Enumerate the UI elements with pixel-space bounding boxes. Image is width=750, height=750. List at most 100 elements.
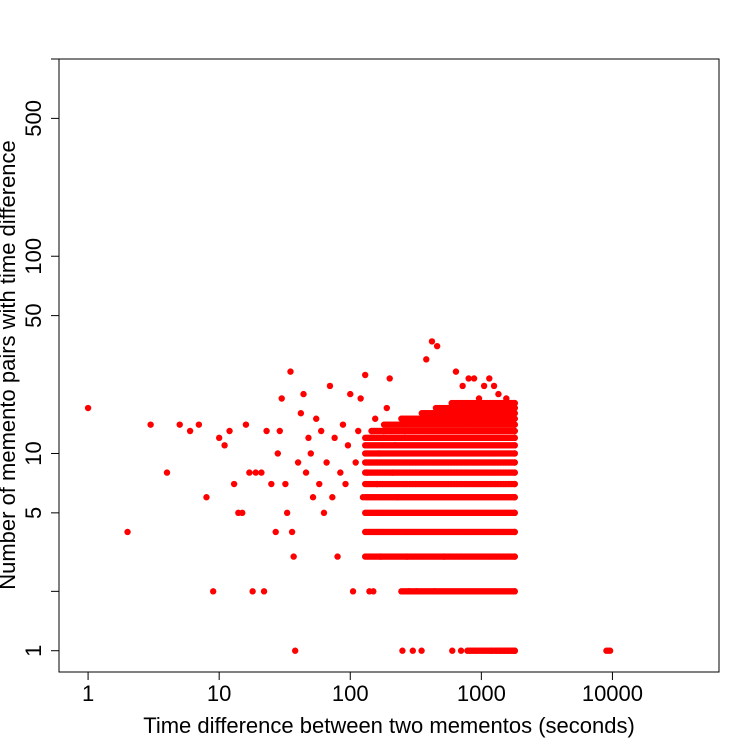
data-point [230,480,238,488]
data-point [252,469,259,476]
data-point [457,647,465,654]
y-axis-title: Number of memento pairs with time differ… [0,140,20,590]
data-point [124,528,131,536]
data-points [84,338,614,654]
data-point [195,421,203,428]
data-point [246,469,253,476]
data-point [347,390,354,398]
data-point [511,553,519,560]
data-point [344,442,352,449]
data-point [331,434,338,442]
data-point [399,647,406,654]
data-point [480,382,488,390]
data-point [449,647,456,654]
data-point [272,528,279,536]
data-point [511,404,519,412]
data-point [495,390,502,398]
data-point [511,450,519,457]
data-point [258,469,265,476]
data-point [316,480,323,488]
data-point [383,404,391,412]
data-point [372,415,379,422]
data-point [290,553,297,560]
data-point [263,427,270,435]
data-point [334,553,341,560]
data-point [329,494,336,501]
data-point [307,450,314,457]
data-point [317,427,325,435]
data-point [428,338,436,345]
y-tick-label: 100 [21,238,46,275]
data-point [302,469,310,476]
x-axis-title: Time difference between two mementos (se… [143,713,635,738]
data-point [357,395,364,402]
data-point [287,368,294,375]
data-point [511,442,519,449]
x-tick-label: 10 [207,681,231,706]
data-point [511,434,519,442]
data-point [423,356,430,363]
data-point [320,509,328,517]
data-point [297,410,305,417]
data-point [309,494,317,501]
data-point [490,382,498,390]
data-point [203,494,210,501]
data-point [409,647,417,654]
data-point [511,459,519,466]
data-point [511,480,519,488]
data-point [239,509,246,517]
data-point [452,368,460,375]
data-point [511,421,519,428]
data-point [260,588,268,595]
data-point [606,647,614,654]
data-point [274,450,281,457]
x-tick-label: 1000 [457,681,506,706]
data-point [511,410,519,417]
data-point [349,588,357,595]
data-point [323,459,330,466]
x-tick-label: 100 [332,681,369,706]
data-point [313,415,320,422]
y-tick-label: 1 [21,645,46,657]
data-point [511,427,519,435]
y-tick-label: 50 [21,303,46,327]
data-point [511,399,519,407]
data-point [511,588,519,595]
data-point [459,382,466,390]
data-point [361,371,369,379]
y-tick-label: 10 [21,441,46,465]
data-point [276,427,283,435]
data-point [511,528,519,536]
data-point [352,459,359,466]
data-point [283,509,291,517]
y-tick-label: 500 [21,100,46,137]
data-point [176,421,183,428]
x-axis: 1 10 100 1000 10000 [82,672,643,706]
data-point [339,421,347,428]
data-point [291,647,299,654]
y-tick-label: 5 [21,507,46,519]
data-point [288,528,296,536]
data-point [337,469,344,476]
data-point [294,459,302,466]
data-point [221,442,228,449]
data-point [370,588,377,595]
data-point [355,427,362,435]
data-point [386,375,393,382]
data-point [511,469,519,476]
data-point [511,415,519,422]
data-point [163,469,171,476]
data-point [226,427,233,435]
data-point [278,395,285,402]
data-point [511,509,519,517]
data-point [465,375,472,382]
data-point [249,588,256,595]
data-point [511,494,519,501]
data-point [470,375,478,382]
x-tick-label: 1 [82,681,94,706]
plot-frame [58,58,720,673]
data-point [433,342,441,350]
data-point [215,434,223,442]
data-point [268,480,275,488]
